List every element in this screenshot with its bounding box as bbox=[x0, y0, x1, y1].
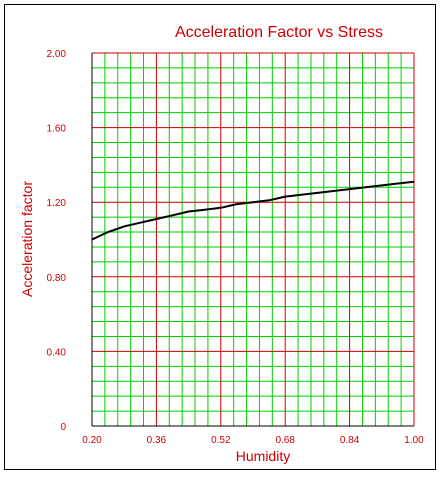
series-line bbox=[91, 180, 415, 241]
tick-labels: 0.20 0.36 0.52 0.68 0.84 1.00 0 0.40 0.80 1.20 1.6… bbox=[47, 49, 425, 446]
x-tick-label: 0.52 bbox=[211, 435, 231, 446]
y-tick-label: 0.80 bbox=[47, 273, 67, 284]
x-tick-label: 0.84 bbox=[340, 435, 360, 446]
series-layer bbox=[91, 180, 415, 241]
x-tick-label: 1.00 bbox=[404, 435, 424, 446]
x-axis-label: Humidity bbox=[236, 448, 290, 464]
x-tick-label: 0.68 bbox=[275, 435, 295, 446]
y-tick-label: 2.00 bbox=[47, 49, 67, 60]
y-tick-label: 0.40 bbox=[47, 347, 67, 358]
x-tick-label: 0.36 bbox=[147, 435, 167, 446]
x-tick-label: 0.20 bbox=[82, 435, 102, 446]
grid bbox=[91, 52, 415, 427]
y-axis-label: Acceleration factor bbox=[19, 181, 35, 297]
chart-frame: Acceleration Factor vs Stress Humidity A… bbox=[4, 4, 436, 470]
chart-plot: Acceleration Factor vs Stress Humidity A… bbox=[19, 24, 425, 464]
y-tick-label: 0 bbox=[60, 422, 66, 433]
y-tick-label: 1.20 bbox=[47, 198, 67, 209]
y-tick-label: 1.60 bbox=[47, 124, 67, 135]
chart-title: Acceleration Factor vs Stress bbox=[175, 24, 383, 41]
